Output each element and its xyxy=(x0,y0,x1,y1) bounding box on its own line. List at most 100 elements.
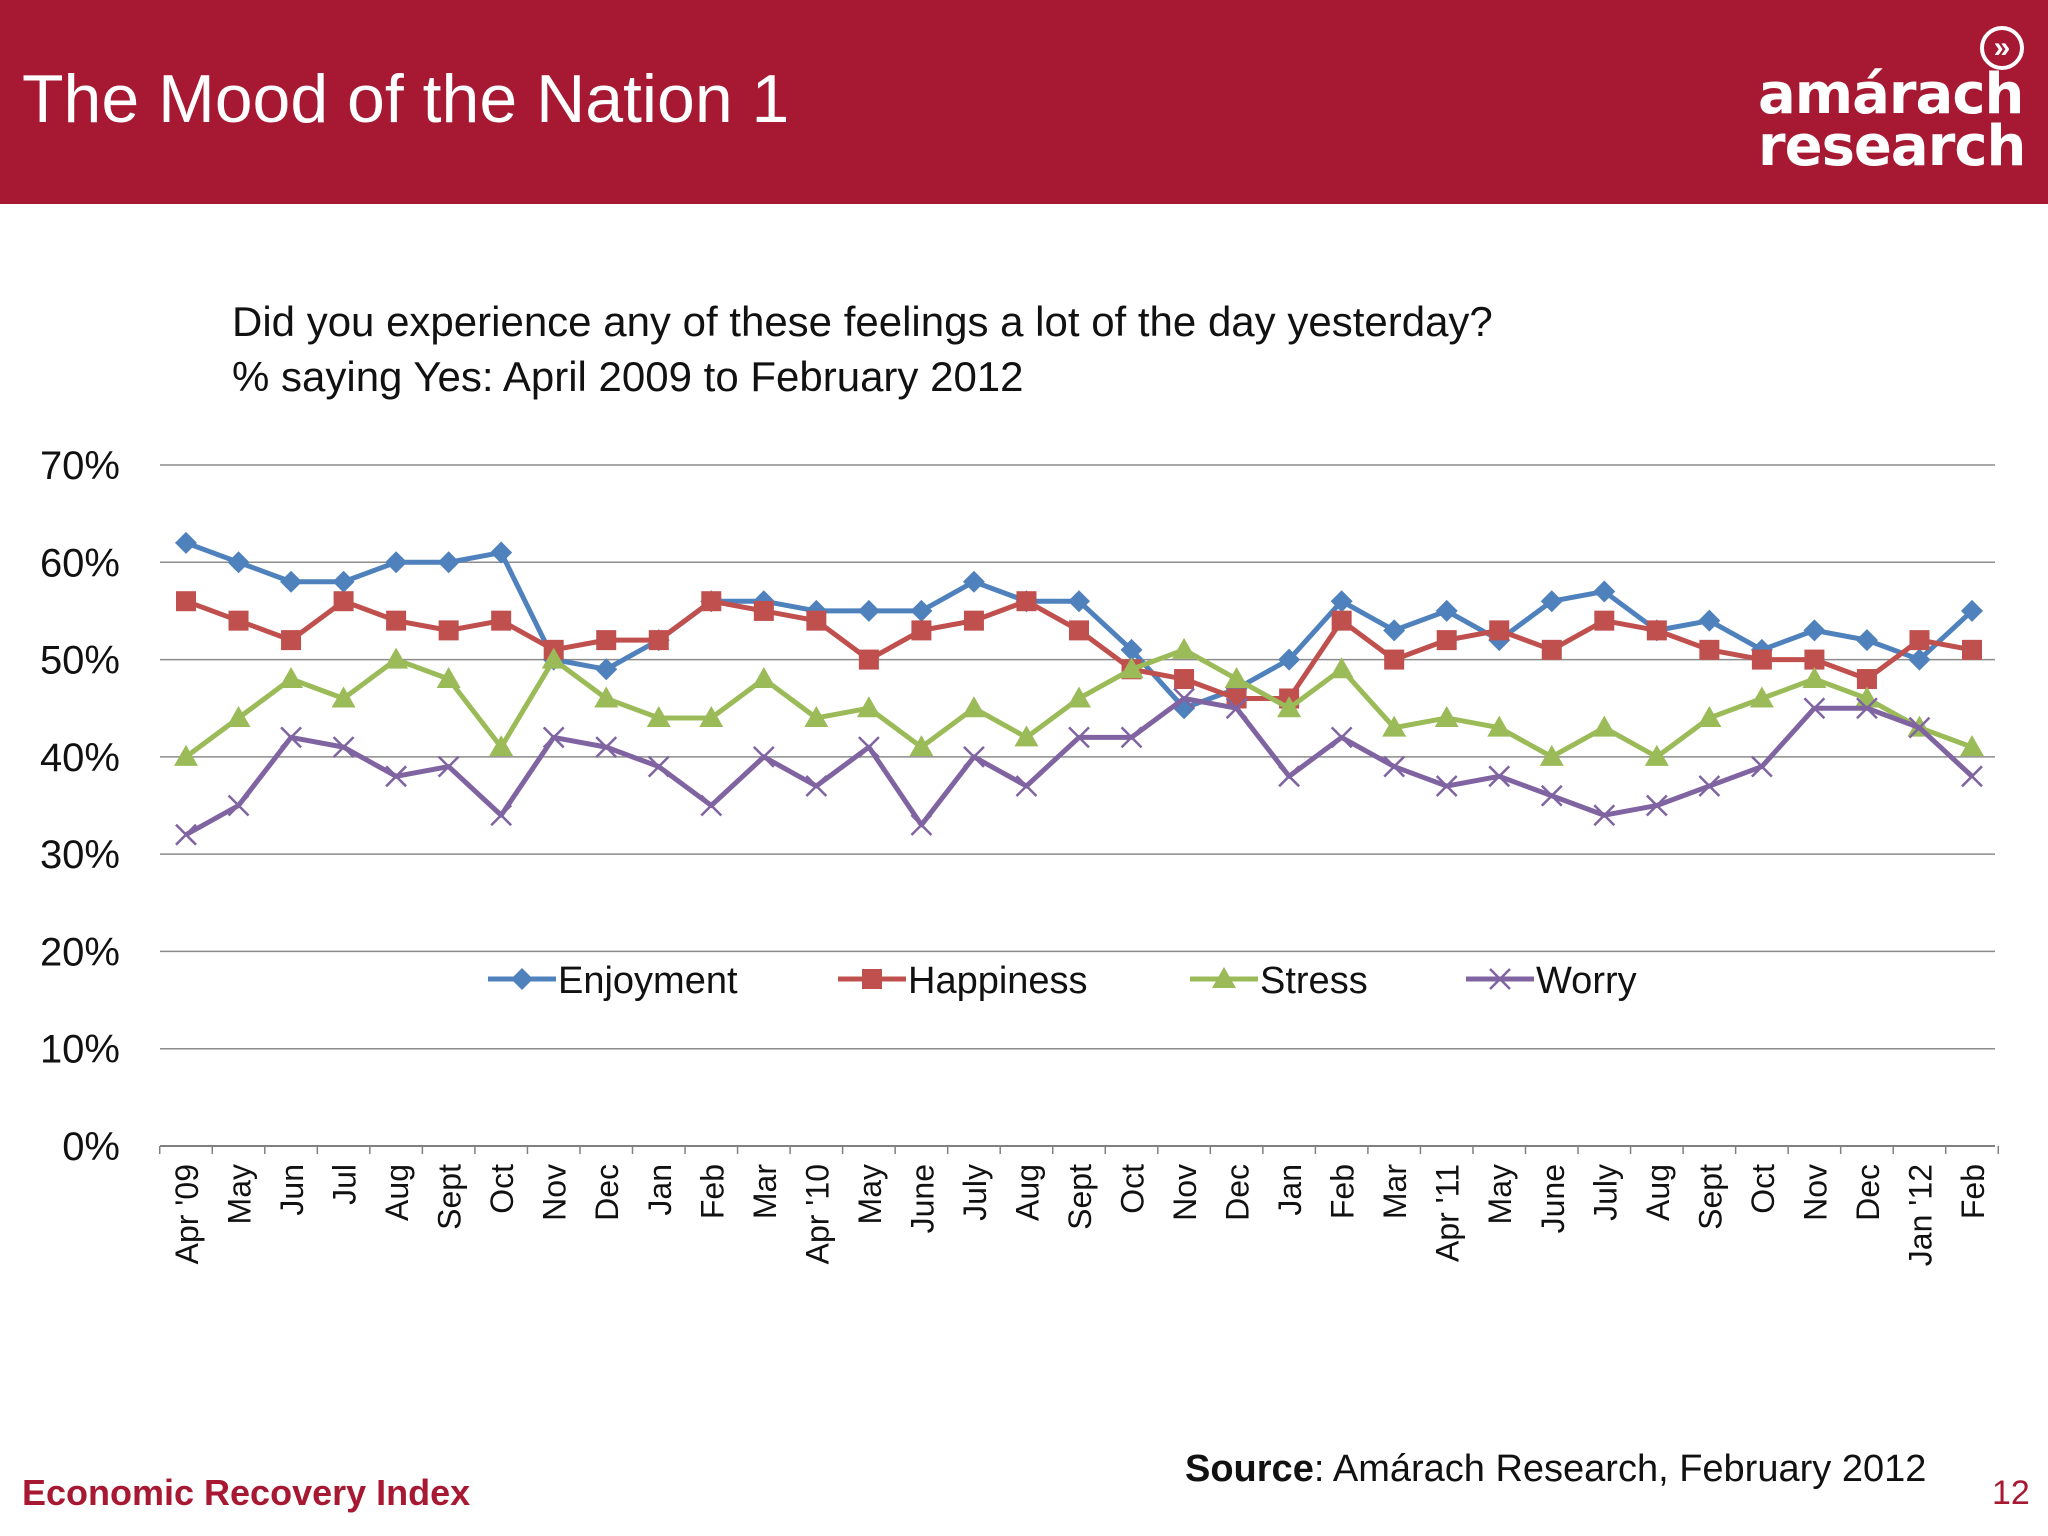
data-point-worry xyxy=(1120,726,1143,749)
data-point-worry xyxy=(805,775,828,797)
data-point-happiness xyxy=(963,610,984,631)
data-point-happiness xyxy=(1804,649,1825,670)
data-point-happiness xyxy=(1069,620,1089,641)
data-point-worry xyxy=(280,726,302,749)
data-point-stress xyxy=(279,667,304,689)
data-point-worry xyxy=(1593,804,1616,827)
data-point-enjoyment xyxy=(1383,619,1406,642)
data-point-stress xyxy=(646,705,671,727)
data-point-worry xyxy=(700,794,723,817)
data-point-stress xyxy=(909,735,934,757)
data-point-worry xyxy=(857,736,880,759)
y-tick-label: 0% xyxy=(62,1125,120,1169)
data-point-enjoyment xyxy=(910,599,933,622)
data-point-enjoyment xyxy=(1540,590,1563,613)
data-point-stress xyxy=(1067,686,1091,708)
data-point-happiness xyxy=(1909,630,1930,651)
x-tick-label: June xyxy=(1535,1164,1571,1233)
legend-label-worry: Worry xyxy=(1536,960,1637,1002)
x-tick-label: Oct xyxy=(1745,1164,1781,1214)
data-point-worry xyxy=(227,794,250,817)
y-tick-label: 60% xyxy=(40,541,120,585)
y-tick-label: 40% xyxy=(40,736,120,780)
data-point-enjoyment xyxy=(1330,590,1353,613)
x-tick-label: Mar xyxy=(747,1164,783,1219)
data-point-worry xyxy=(1908,716,1931,739)
data-point-stress xyxy=(699,705,724,727)
data-point-happiness xyxy=(228,610,249,631)
data-point-happiness xyxy=(1541,639,1562,660)
data-point-enjoyment xyxy=(1855,629,1878,652)
x-tick-label: Nov xyxy=(1167,1164,1203,1221)
data-point-stress xyxy=(961,696,986,718)
x-tick-label: June xyxy=(904,1164,940,1233)
data-point-worry xyxy=(437,755,460,778)
data-point-worry xyxy=(1068,726,1090,749)
data-point-happiness xyxy=(1331,610,1352,631)
data-point-stress xyxy=(1224,667,1249,689)
x-tick-label: Sept xyxy=(1692,1164,1728,1230)
data-point-happiness xyxy=(176,591,196,612)
data-point-happiness xyxy=(858,649,879,670)
data-point-happiness xyxy=(1646,620,1667,641)
data-point-stress xyxy=(1749,686,1774,708)
source-note: Source: Amárach Research, February 2012 xyxy=(1185,1448,1926,1491)
data-point-enjoyment xyxy=(1698,609,1721,632)
logo-text-line2: research xyxy=(1758,114,2026,179)
x-tick-label: May xyxy=(222,1164,258,1224)
data-point-enjoyment xyxy=(1961,599,1983,622)
source-label: Source xyxy=(1185,1448,1314,1490)
data-point-worry xyxy=(490,804,513,827)
data-point-happiness xyxy=(1594,610,1615,631)
x-tick-label: Feb xyxy=(1325,1164,1361,1219)
data-point-worry xyxy=(1698,775,1721,797)
data-point-worry xyxy=(175,823,197,846)
legend-marker-enjoyment xyxy=(511,968,533,990)
x-tick-label: Mar xyxy=(1377,1164,1413,1219)
data-point-happiness xyxy=(1489,620,1510,641)
data-point-worry xyxy=(1856,697,1878,720)
data-point-happiness xyxy=(333,591,354,612)
company-logo: » amárach research xyxy=(1740,22,2030,182)
chart-question: Did you experience any of these feelings… xyxy=(232,294,1493,404)
data-point-stress xyxy=(804,705,829,727)
data-point-stress xyxy=(1277,696,1302,718)
data-point-enjoyment xyxy=(227,551,250,574)
data-point-stress xyxy=(489,735,514,757)
data-point-worry xyxy=(1803,697,1826,720)
data-point-stress xyxy=(174,744,198,766)
data-point-worry xyxy=(1750,755,1773,778)
x-tick-label: Nov xyxy=(537,1164,573,1221)
x-tick-label: Apr '10 xyxy=(799,1164,835,1264)
x-tick-label: Oct xyxy=(1115,1164,1151,1214)
data-point-stress xyxy=(1329,657,1354,679)
data-point-worry xyxy=(1173,687,1195,710)
data-point-happiness xyxy=(701,591,722,612)
data-point-stress xyxy=(1119,657,1144,679)
data-point-happiness xyxy=(1751,649,1772,670)
x-tick-label: Feb xyxy=(1955,1164,1991,1219)
data-point-enjoyment xyxy=(857,599,880,622)
data-point-happiness xyxy=(491,610,512,631)
data-point-happiness xyxy=(1436,630,1457,651)
y-tick-label: 10% xyxy=(40,1028,120,1072)
x-tick-label: Oct xyxy=(484,1164,520,1214)
data-point-happiness xyxy=(1384,649,1405,670)
data-point-stress xyxy=(856,696,881,718)
slide-title: The Mood of the Nation 1 xyxy=(22,61,790,137)
data-point-worry xyxy=(910,814,933,836)
x-tick-label: Aug xyxy=(1009,1164,1045,1221)
x-tick-label: May xyxy=(852,1164,888,1224)
data-point-enjoyment xyxy=(490,541,513,564)
data-point-worry xyxy=(1540,784,1563,807)
x-tick-label: Aug xyxy=(1640,1164,1676,1221)
data-point-stress xyxy=(1382,715,1407,737)
data-point-worry xyxy=(1278,765,1301,788)
legend-marker-stress xyxy=(1212,967,1236,988)
data-point-happiness xyxy=(596,630,617,651)
data-point-stress xyxy=(751,667,776,689)
x-tick-label: Jan xyxy=(642,1164,678,1216)
data-point-stress xyxy=(1644,744,1669,766)
question-line2: % saying Yes: April 2009 to February 201… xyxy=(232,353,1024,400)
source-text: : Amárach Research, February 2012 xyxy=(1313,1448,1927,1490)
